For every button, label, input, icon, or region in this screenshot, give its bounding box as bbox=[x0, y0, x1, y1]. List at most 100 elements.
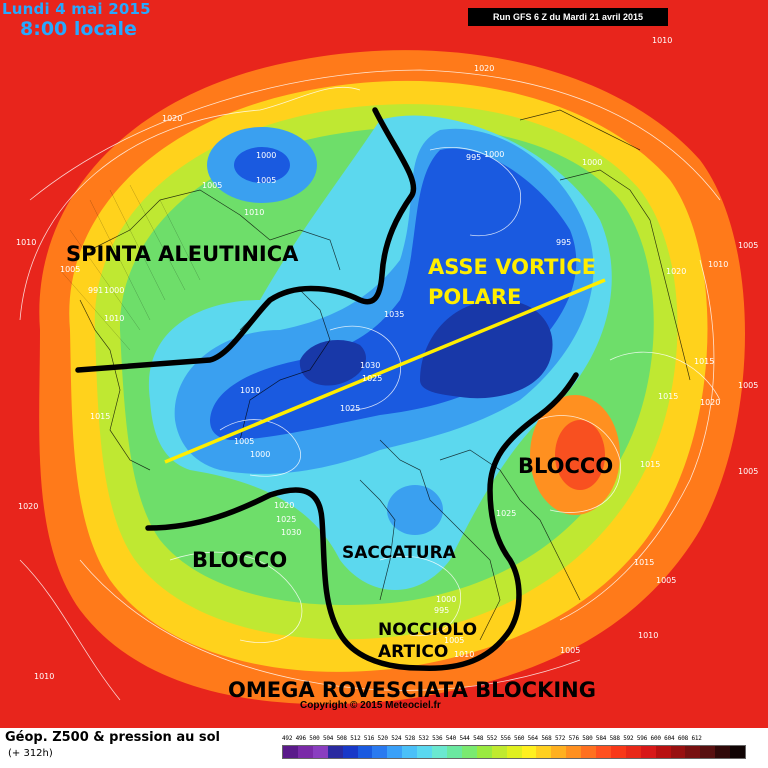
isobar-label: 1020 bbox=[666, 267, 687, 276]
scale-swatch bbox=[670, 746, 686, 758]
isobar-label: 1025 bbox=[362, 374, 383, 383]
label-spinta-aleutinica: SPINTA ALEUTINICA bbox=[66, 242, 299, 266]
isobar-label: 1005 bbox=[234, 437, 255, 446]
low-aleutian-core bbox=[234, 147, 290, 183]
label-saccatura: SACCATURA bbox=[342, 543, 456, 563]
map-title: Géop. Z500 & pression au sol bbox=[5, 730, 220, 745]
label-blocco-left: BLOCCO bbox=[192, 548, 288, 572]
isobar-label: 1005 bbox=[738, 381, 759, 390]
isobar-label: 1005 bbox=[738, 241, 759, 250]
isobar-lines bbox=[19, 69, 721, 701]
isobar-label: 991 bbox=[88, 286, 104, 295]
meridian-grid bbox=[59, 184, 201, 351]
low-scandinavia bbox=[387, 485, 443, 535]
scale-swatch bbox=[506, 746, 522, 758]
scale-swatch bbox=[461, 746, 477, 758]
isobar-label: 995 bbox=[434, 606, 450, 615]
isobar-label: 1000 bbox=[436, 595, 457, 604]
scale-swatch bbox=[625, 746, 641, 758]
scale-swatch bbox=[417, 746, 433, 758]
isobar-label: 1010 bbox=[244, 208, 265, 217]
isobar-label: 1005 bbox=[202, 181, 223, 190]
scale-swatch bbox=[327, 746, 343, 758]
isobar-label: 1020 bbox=[474, 64, 495, 73]
isobar-label: 1025 bbox=[276, 515, 297, 524]
scale-swatch bbox=[581, 746, 597, 758]
label-blocco-right: BLOCCO bbox=[518, 454, 614, 478]
isobar-label: 1030 bbox=[360, 361, 381, 370]
high-europe-core bbox=[555, 420, 605, 490]
isobar-label: 1015 bbox=[634, 558, 655, 567]
isobar-label: 1010 bbox=[16, 238, 37, 247]
isobar-label: 1010 bbox=[34, 672, 55, 681]
isobar-label: 1005 bbox=[560, 646, 581, 655]
isobar-label: 1010 bbox=[638, 631, 659, 640]
isobar-label: 1020 bbox=[700, 398, 721, 407]
isobar-label: 1000 bbox=[484, 150, 505, 159]
core-dark-2 bbox=[299, 340, 366, 386]
isobar-label: 1005 bbox=[60, 265, 81, 274]
scale-swatch bbox=[596, 746, 611, 758]
isobar-label: 1010 bbox=[708, 260, 729, 269]
isobar-label: 1005 bbox=[656, 576, 677, 585]
weather-map bbox=[19, 50, 746, 705]
isobar-label: 1015 bbox=[640, 460, 661, 469]
isobar-label: 1015 bbox=[90, 412, 111, 421]
isobar-label: 1005 bbox=[738, 467, 759, 476]
isobar-label: 995 bbox=[466, 153, 482, 162]
scale-swatch bbox=[700, 746, 716, 758]
scale-swatch bbox=[312, 746, 328, 758]
isobar-label: 1010 bbox=[240, 386, 261, 395]
scale-swatch bbox=[476, 746, 492, 758]
color-scale-bar bbox=[282, 745, 746, 759]
isobar-label: 1000 bbox=[582, 158, 603, 167]
label-omega-rovesciata: OMEGA ROVESCIATA BLOCKING bbox=[228, 678, 596, 702]
scale-swatch bbox=[387, 746, 403, 758]
scale-swatch bbox=[730, 746, 746, 758]
scale-swatch bbox=[342, 746, 358, 758]
isobar-label: 1020 bbox=[18, 502, 39, 511]
isobar-label: 1020 bbox=[274, 501, 295, 510]
isobar-label: 1035 bbox=[384, 310, 405, 319]
color-scale-labels: 492 496 500 504 508 512 516 520 524 528 … bbox=[282, 735, 702, 742]
isobar-label: 1030 bbox=[281, 528, 302, 537]
scale-swatch bbox=[685, 746, 701, 758]
scale-swatch bbox=[402, 746, 418, 758]
isobar-label: 1015 bbox=[694, 357, 715, 366]
scale-swatch bbox=[551, 746, 567, 758]
scale-swatch bbox=[610, 746, 626, 758]
isobar-label: 1005 bbox=[444, 636, 465, 645]
isobar-label: 1000 bbox=[256, 151, 277, 160]
scale-swatch bbox=[297, 746, 313, 758]
scale-swatch bbox=[357, 746, 373, 758]
label-nocciolo-artico: NOCCIOLO ARTICO bbox=[378, 620, 478, 662]
scale-swatch bbox=[640, 746, 656, 758]
core-dark bbox=[420, 300, 553, 399]
forecast-date: Lundi 4 mai 2015 bbox=[2, 0, 151, 18]
axis-line bbox=[164, 278, 606, 464]
scale-swatch bbox=[446, 746, 462, 758]
forecast-time: 8:00 locale bbox=[20, 18, 137, 40]
isobar-label: 1010 bbox=[454, 650, 475, 659]
coastlines bbox=[79, 109, 691, 641]
scale-swatch bbox=[566, 746, 582, 758]
isobar-label: 1020 bbox=[162, 114, 183, 123]
copyright-text: Copyright © 2015 Meteociel.fr bbox=[300, 700, 441, 711]
isobar-label: 1005 bbox=[256, 176, 277, 185]
scale-swatch bbox=[655, 746, 671, 758]
isobar-label: 1025 bbox=[496, 509, 517, 518]
isobar-label: 1015 bbox=[658, 392, 679, 401]
isobar-label: 1000 bbox=[104, 286, 125, 295]
label-asse-vortice-polare: ASSE VORTICE POLARE bbox=[428, 255, 597, 309]
model-run-label: Run GFS 6 Z du Mardi 21 avril 2015 bbox=[468, 8, 668, 26]
forecast-offset: (+ 312h) bbox=[8, 748, 53, 759]
isobar-label: 1025 bbox=[340, 404, 361, 413]
isobar-label: 1000 bbox=[250, 450, 271, 459]
scale-swatch bbox=[372, 746, 388, 758]
isobar-label: 1010 bbox=[652, 36, 673, 45]
scale-swatch bbox=[521, 746, 537, 758]
isobar-label: 1010 bbox=[104, 314, 125, 323]
trough-ridge-lines bbox=[75, 107, 579, 671]
scale-swatch bbox=[432, 746, 447, 758]
scale-swatch bbox=[536, 746, 552, 758]
